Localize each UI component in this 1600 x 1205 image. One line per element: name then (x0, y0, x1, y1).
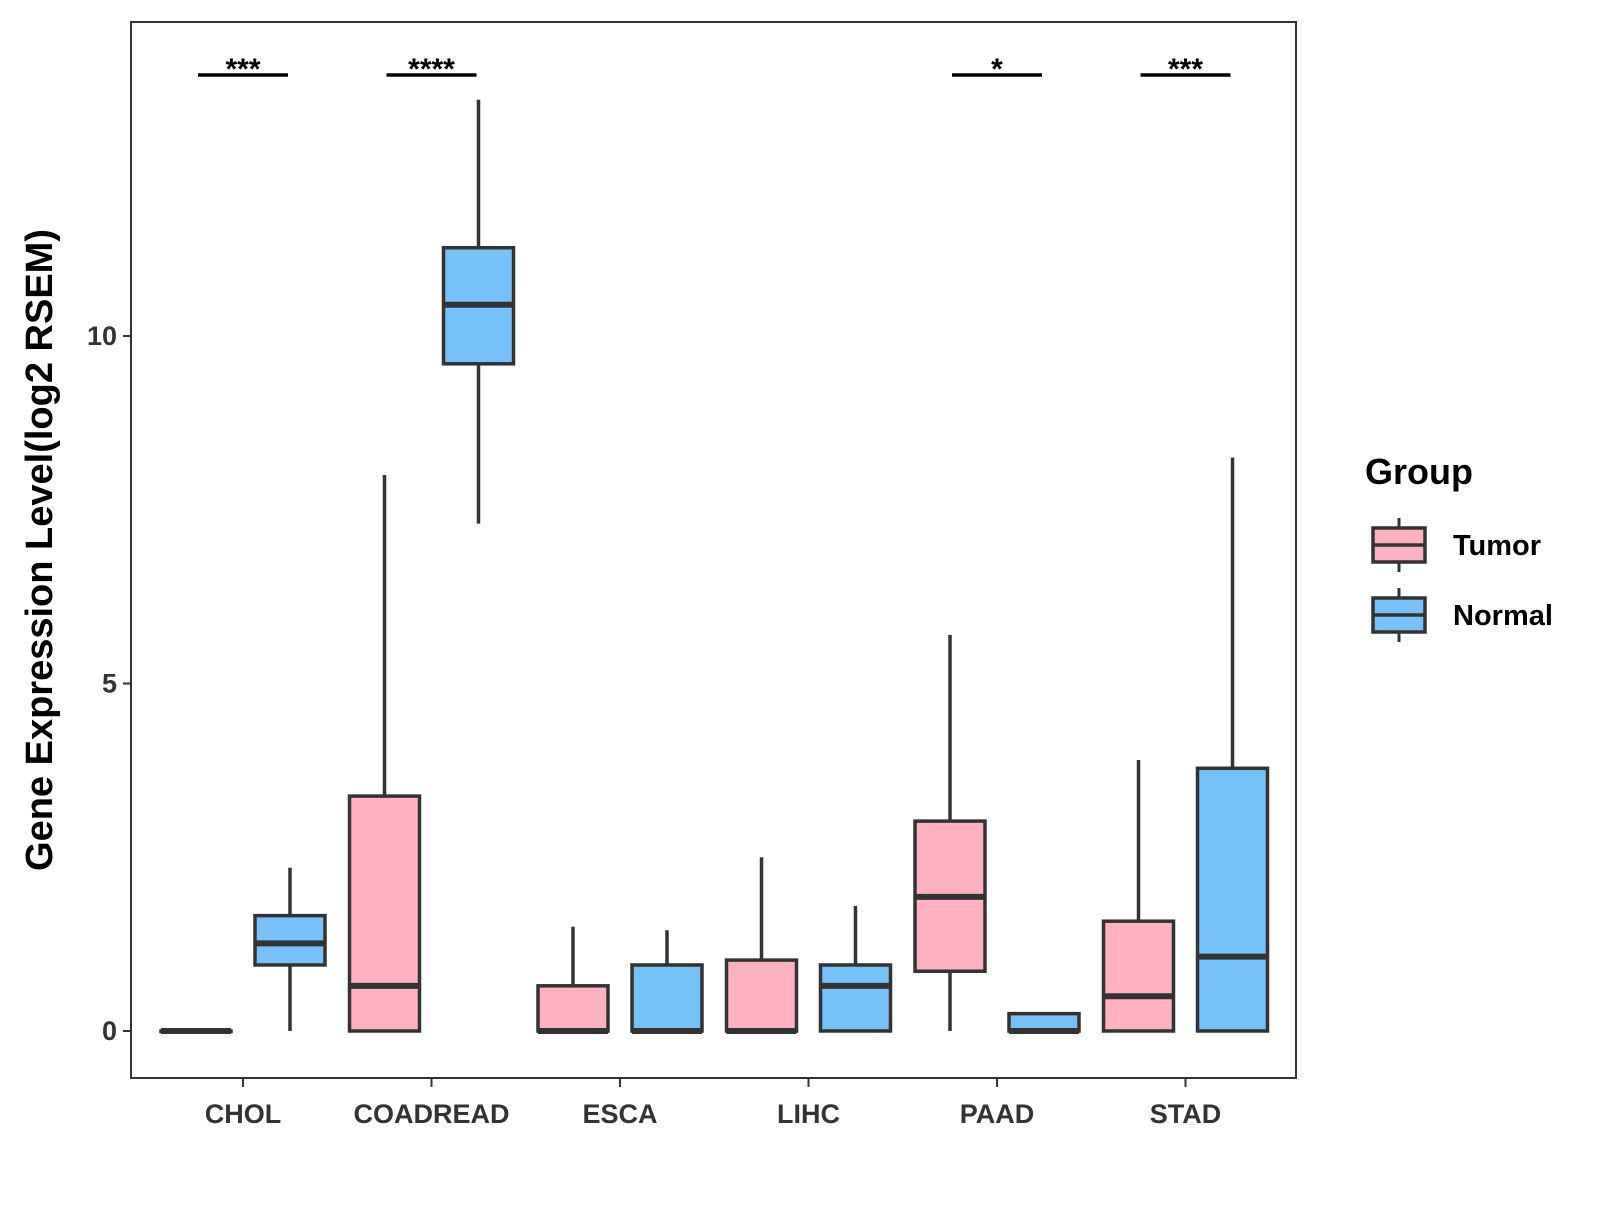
significance-label: **** (408, 53, 455, 86)
y-axis-title: Gene Expression Level(log2 RSEM) (19, 229, 61, 871)
x-axis: CHOL COADREAD ESCA LIHC PAAD STAD (205, 1078, 1222, 1129)
significance-coadread: **** (386, 53, 477, 86)
box-tumor-paad (913, 634, 987, 1031)
legend-entry-normal: Normal (1371, 588, 1553, 642)
box-body (536, 984, 610, 1033)
box-body (347, 794, 422, 1033)
x-tick-label-esca: ESCA (582, 1099, 657, 1129)
y-tick-label-0: 0 (102, 1016, 117, 1046)
box-body (253, 913, 327, 967)
box-body (1101, 919, 1176, 1033)
significance-label: *** (1168, 53, 1203, 86)
box-normal-paad (1007, 1011, 1081, 1034)
box-body (1195, 766, 1270, 1033)
significance-label: *** (225, 53, 260, 86)
box-normal-chol (253, 867, 327, 1031)
box-body (724, 958, 799, 1033)
x-tick-label-lihc: LIHC (777, 1099, 840, 1129)
box-normal-lihc (818, 905, 893, 1033)
significance-label: * (991, 53, 1003, 86)
significance-chol: *** (198, 53, 288, 86)
legend-entry-tumor: Tumor (1371, 518, 1541, 572)
box-normal-stad (1195, 457, 1270, 1033)
significance-layer: *** **** * *** (198, 53, 1231, 86)
significance-paad: * (952, 53, 1042, 86)
legend-label-normal: Normal (1453, 600, 1553, 632)
box-normal-coadread (441, 99, 516, 524)
y-axis: 0 5 10 (87, 321, 131, 1046)
y-tick-label-5: 5 (102, 669, 117, 699)
significance-stad: *** (1140, 53, 1231, 86)
box-tumor-stad (1101, 759, 1176, 1033)
box-tumor-chol (159, 1028, 233, 1034)
y-tick-label-10: 10 (87, 321, 117, 351)
legend-label-tumor: Tumor (1453, 530, 1541, 562)
box-normal-esca (630, 930, 704, 1034)
legend: Group Tumor Normal (1365, 451, 1553, 642)
box-tumor-esca (536, 926, 610, 1034)
x-tick-label-paad: PAAD (960, 1099, 1035, 1129)
x-tick-label-coadread: COADREAD (353, 1099, 509, 1129)
box-body (630, 963, 704, 1033)
box-body (818, 963, 893, 1033)
panel-background (130, 21, 1297, 1079)
x-tick-label-chol: CHOL (205, 1099, 282, 1129)
box-tumor-coadread (347, 475, 422, 1033)
boxes-layer (159, 99, 1270, 1034)
box-tumor-lihc (724, 857, 799, 1034)
x-tick-label-stad: STAD (1150, 1099, 1222, 1129)
legend-title: Group (1365, 451, 1473, 492)
